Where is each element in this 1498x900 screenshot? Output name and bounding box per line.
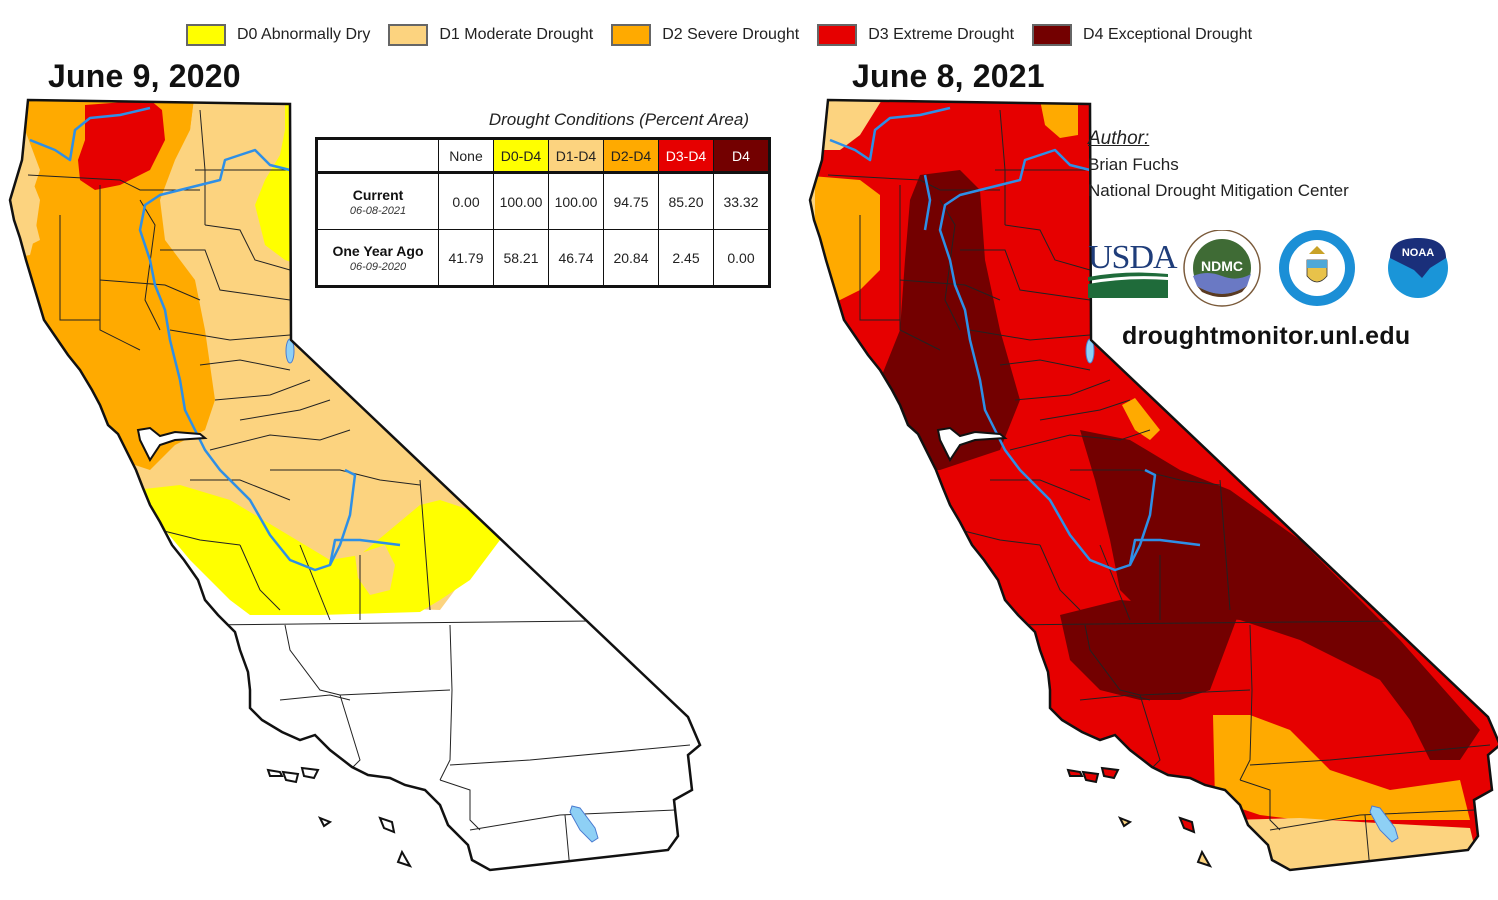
- map-2021: [808, 98, 1498, 872]
- cell-none: 41.79: [438, 229, 494, 287]
- cell-d4: 33.32: [713, 171, 770, 230]
- legend-swatch-d4: [1032, 24, 1073, 46]
- cell-none: 0.00: [438, 171, 494, 230]
- header-d3-d4: D3-D4: [658, 138, 714, 173]
- cell-d3-d4: 2.45: [658, 229, 714, 287]
- agency-logos: USDA NDMC NOAA: [1088, 230, 1456, 307]
- author-name: Brian Fuchs: [1088, 155, 1179, 174]
- legend-item-d1: D1 Moderate Drought: [388, 24, 593, 46]
- cell-d3-d4: 85.20: [658, 171, 714, 230]
- noaa-logo-text: NOAA: [1402, 247, 1434, 259]
- cell-d1-d4: 46.74: [548, 229, 604, 287]
- legend-label-d0: D0 Abnormally Dry: [237, 26, 371, 43]
- ndmc-logo-text: NDMC: [1201, 258, 1243, 274]
- drought-conditions-table: Drought Conditions (Percent Area) None D…: [315, 106, 785, 288]
- header-d0-d4: D0-D4: [493, 138, 549, 173]
- row-label-year-ago: One Year Ago 06-09-2020: [316, 229, 439, 287]
- legend-label-d3: D3 Extreme Drought: [868, 26, 1015, 43]
- usda-logo: USDA: [1088, 239, 1179, 298]
- header-d2-d4: D2-D4: [603, 138, 659, 173]
- header-blank: [317, 139, 439, 173]
- header-none: None: [438, 138, 494, 173]
- row-label: Current: [352, 186, 404, 203]
- cell-d2-d4: 94.75: [603, 171, 659, 230]
- table-row-one-year-ago: One Year Ago 06-09-2020 41.79 58.21 46.7…: [316, 229, 770, 287]
- table-header-row: None D0-D4 D1-D4 D2-D4 D3-D4 D4: [317, 138, 770, 173]
- header-d4: D4: [713, 138, 770, 173]
- map-title-2020: June 9, 2020: [48, 58, 241, 94]
- row-label: One Year Ago: [332, 242, 424, 259]
- usda-logo-text: USDA: [1088, 239, 1178, 276]
- legend-item-d2: D2 Severe Drought: [611, 24, 799, 46]
- cell-d4: 0.00: [713, 229, 770, 287]
- row-label-current: Current 06-08-2021: [316, 171, 439, 230]
- author-block: Author: Brian Fuchs National Drought Mit…: [1088, 126, 1349, 204]
- legend-label-d1: D1 Moderate Drought: [439, 26, 594, 43]
- legend-swatch-d1: [388, 24, 429, 46]
- legend-item-d3: D3 Extreme Drought: [817, 24, 1014, 46]
- author-organization: National Drought Mitigation Center: [1088, 181, 1349, 200]
- author-heading: Author:: [1088, 128, 1150, 149]
- table-row-current: Current 06-08-2021 0.00 100.00 100.00 94…: [316, 171, 770, 230]
- map-title-2021: June 8, 2021: [852, 58, 1045, 94]
- drought-legend: D0 Abnormally Dry D1 Moderate Drought D2…: [186, 22, 1270, 48]
- legend-item-d0: D0 Abnormally Dry: [186, 24, 370, 46]
- table-caption: Drought Conditions (Percent Area): [488, 110, 749, 129]
- legend-swatch-d0: [186, 24, 226, 46]
- legend-swatch-d3: [817, 24, 858, 46]
- row-date: 06-09-2020: [349, 260, 407, 273]
- header-d1-d4: D1-D4: [548, 138, 604, 173]
- cell-d2-d4: 20.84: [603, 229, 659, 287]
- noaa-logo: NOAA: [1380, 230, 1456, 306]
- legend-item-d4: D4 Exceptional Drought: [1032, 24, 1252, 46]
- legend-label-d2: D2 Severe Drought: [662, 26, 800, 43]
- commerce-seal-logo: [1279, 230, 1355, 306]
- row-date: 06-08-2021: [349, 204, 407, 217]
- ndmc-logo: NDMC: [1183, 230, 1261, 307]
- legend-label-d4: D4 Exceptional Drought: [1083, 26, 1253, 43]
- stats-table: None D0-D4 D1-D4 D2-D4 D3-D4 D4 Current …: [315, 137, 771, 288]
- cell-d0-d4: 58.21: [493, 229, 549, 287]
- cell-d1-d4: 100.00: [548, 171, 604, 230]
- website-url[interactable]: droughtmonitor.unl.edu: [1122, 322, 1411, 350]
- legend-swatch-d2: [611, 24, 652, 46]
- cell-d0-d4: 100.00: [493, 171, 549, 230]
